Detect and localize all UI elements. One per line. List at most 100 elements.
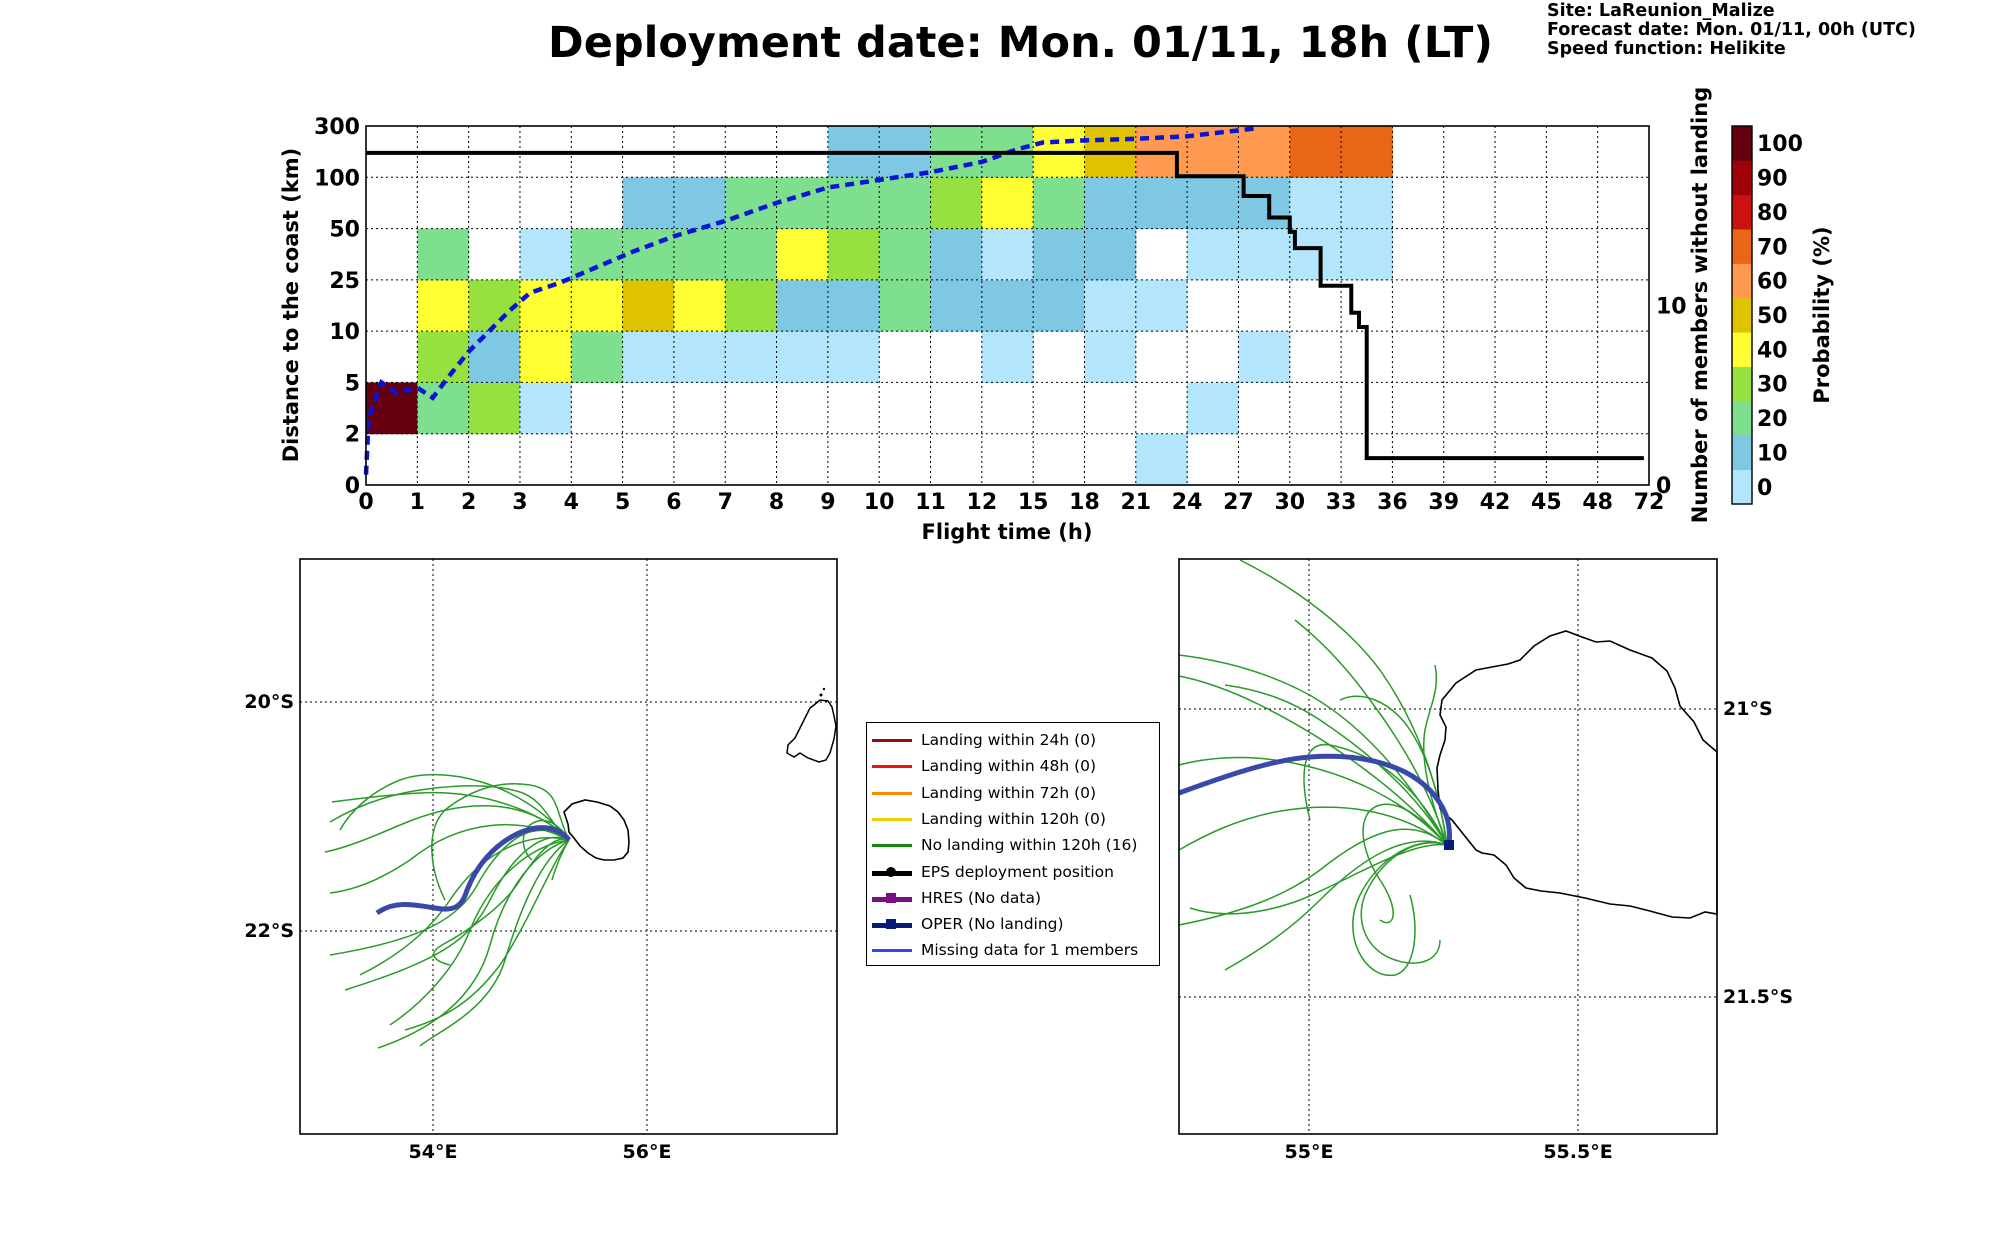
y-tick-label: 50 (329, 218, 360, 243)
map2-y-tick: 21.5°S (1723, 986, 1793, 1008)
ensemble-member-track (1224, 840, 1448, 971)
heatmap-cell (1135, 279, 1188, 332)
ensemble-member-track (522, 819, 570, 861)
x-tick-label: 8 (769, 490, 784, 515)
probability-heatmap: 0 1 2 3 4 5 6 7 8 9 10 11 12 15 18 21 24 27 30 33 36 39 42 45 48… (279, 87, 1712, 544)
x-tick-label: 33 (1326, 490, 1357, 515)
heatmap-cell (1341, 177, 1393, 230)
y2-axis-label: Number of members without landing (1688, 87, 1712, 524)
x-tick-label: 21 (1120, 490, 1151, 515)
legend-item: OPER (No landing) (867, 912, 1157, 938)
legend-swatch (872, 791, 912, 795)
colorbar-tick-label: 70 (1757, 235, 1788, 260)
ensemble-member-track (1362, 803, 1448, 924)
ensemble-member-track (339, 773, 570, 841)
ensemble-member-track (329, 785, 570, 841)
legend-label: Landing within 72h (0) (921, 783, 1097, 802)
x-tick-label: 45 (1531, 490, 1562, 515)
ensemble-member-track (1352, 841, 1448, 976)
trajectory-map-zoom: 55°E 55.5°E 21°S 21.5°S (1178, 558, 1793, 1163)
x-tick-label: 30 (1274, 490, 1305, 515)
heatmap-cell (1238, 126, 1291, 178)
heatmap-cell (776, 228, 829, 281)
x-axis-label: Flight time (h) (922, 520, 1093, 544)
x-tick-label: 72 (1634, 490, 1665, 515)
mauritius-island-outline (786, 699, 837, 763)
ensemble-member-track (431, 783, 570, 901)
map1-y-tick: 22°S (244, 920, 294, 942)
heatmap-cell (1084, 279, 1137, 332)
legend-item: EPS deployment position (867, 860, 1157, 886)
members-without-landing-curve (366, 150, 1644, 461)
ensemble-member-track (359, 837, 570, 976)
heatmap-cell (1084, 331, 1137, 383)
heatmap-cell (417, 228, 470, 281)
legend-label: Landing within 24h (0) (921, 731, 1097, 749)
x-tick-label: 7 (718, 490, 733, 515)
heatmap-cell (571, 279, 624, 332)
x-tick-label: 4 (564, 490, 579, 515)
heatmap-cell (1289, 228, 1342, 281)
legend-swatch (872, 844, 912, 848)
heatmap-cell (981, 279, 1034, 332)
ensemble-member-track (1189, 843, 1448, 915)
heatmap-cell (1135, 433, 1188, 486)
x-tick-label: 18 (1069, 490, 1100, 515)
heatmap-cell (468, 331, 521, 383)
heatmap-cell (981, 331, 1034, 383)
legend-swatch (872, 765, 912, 769)
heatmap-cell (1187, 126, 1239, 178)
heatmap-cell (725, 228, 778, 281)
y2-tick-label: 0 (1656, 474, 1671, 499)
heatmap-cell (1187, 228, 1239, 281)
heatmap-cell (622, 228, 675, 281)
heatmap-cell (519, 279, 572, 332)
heatmap-cell (725, 331, 778, 383)
colorbar-segment (1732, 469, 1752, 505)
trajectory-map-overview: 54°E 56°E 20°S 22°S (244, 558, 838, 1163)
x-tick-label: 3 (512, 490, 527, 515)
heatmap-cell (673, 279, 726, 332)
heatmap-cell (1084, 228, 1137, 281)
legend-label: Landing within 120h (0) (921, 809, 1106, 828)
x-tick-label: 36 (1377, 490, 1408, 515)
legend-swatch (872, 949, 912, 953)
heatmap-cell (776, 331, 829, 383)
heatmap-cell (1238, 177, 1291, 230)
legend-marker (886, 919, 896, 930)
legend-swatch (872, 739, 912, 742)
y-tick-label: 2 (345, 423, 360, 448)
heatmap-cell (519, 382, 572, 435)
legend-marker (886, 866, 896, 877)
chart-title: Deployment date: Mon. 01/11, 18h (LT) (548, 18, 1494, 68)
heatmap-cell (827, 228, 880, 281)
y-tick-label: 100 (314, 166, 360, 191)
heatmap-cell (1289, 177, 1342, 230)
x-tick-label: 39 (1428, 490, 1459, 515)
reunion-coast-zoom (1436, 630, 1718, 919)
heatmap-cell (417, 331, 470, 383)
colorbar-label: Probability (%) (1810, 226, 1834, 403)
heatmap-cell (827, 331, 880, 383)
map1-x-tick: 54°E (409, 1141, 458, 1163)
legend-item: No landing within 120h (16) (867, 833, 1157, 859)
legend-item: Landing within 120h (0) (867, 807, 1157, 833)
legend-swatch (872, 817, 912, 821)
heatmap-cell (776, 279, 829, 332)
heatmap-cell (519, 228, 572, 281)
colorbar-tick-label: 100 (1757, 132, 1803, 157)
heatmap-cell (879, 228, 932, 281)
heatmap-cell (571, 228, 624, 281)
x-tick-label: 2 (461, 490, 476, 515)
heatmap-cell (1238, 228, 1291, 281)
heatmap-cell (673, 331, 726, 383)
legend-item: Landing within 24h (0) (867, 728, 1157, 754)
speed-function-label: Speed function: Helikite (1547, 39, 1786, 59)
x-tick-label: 5 (615, 490, 630, 515)
x-tick-label: 15 (1018, 490, 1049, 515)
colorbar-segment (1732, 435, 1752, 471)
legend-label: No landing within 120h (16) (921, 836, 1138, 855)
legend-item: Landing within 72h (0) (867, 781, 1157, 807)
legend-label: HRES (No data) (921, 888, 1041, 907)
heatmap-cell (879, 279, 932, 332)
